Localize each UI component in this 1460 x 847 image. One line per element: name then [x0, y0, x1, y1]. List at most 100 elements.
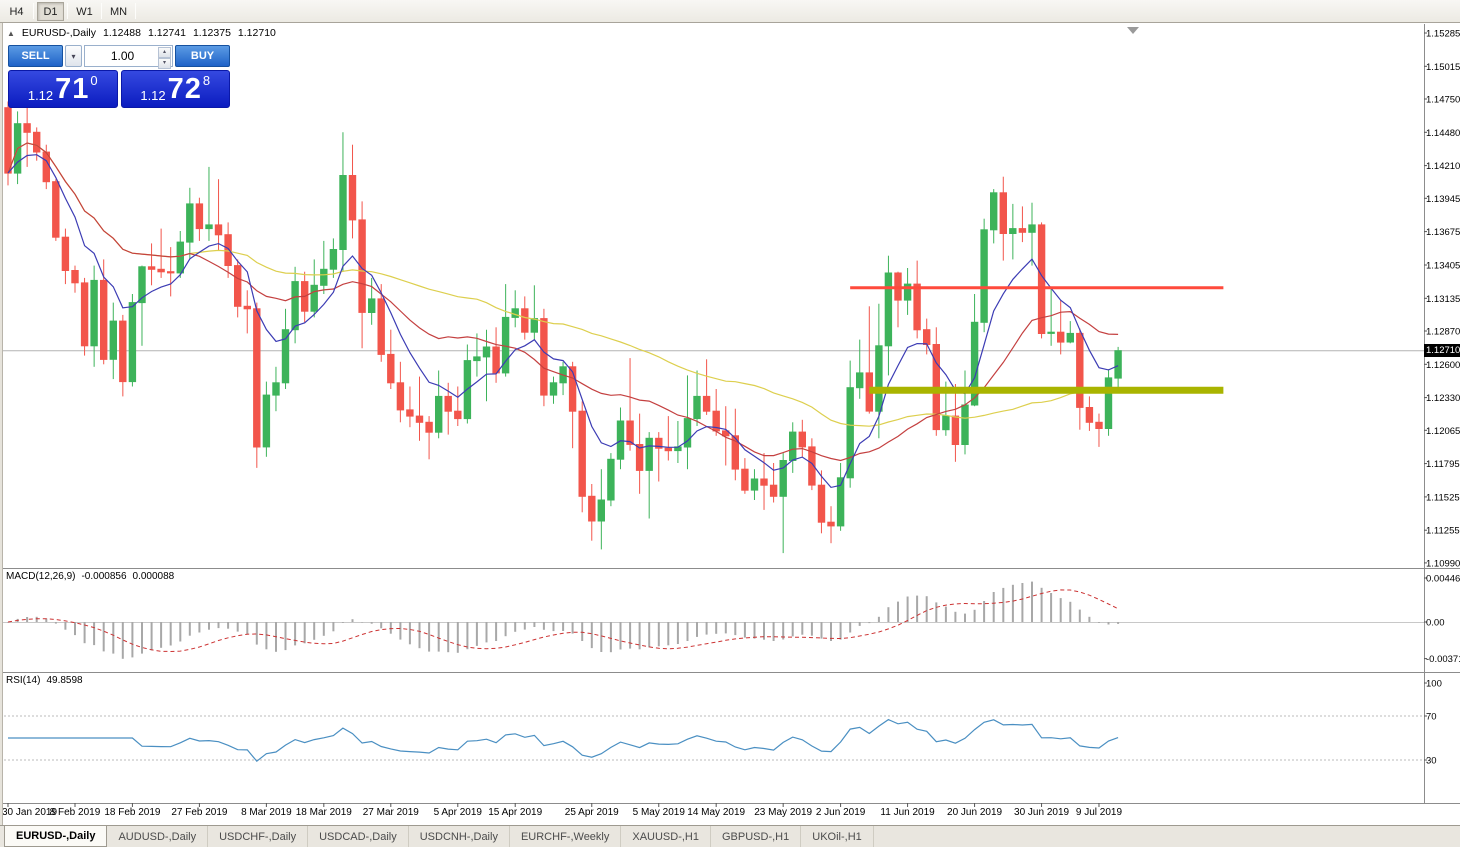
rsi-line [8, 718, 1119, 763]
one-click-trading-panel: SELL ▾ 1.00 ▴ ▾ BUY 1.12 71 0 1.12 72 8 [8, 45, 230, 108]
date-axis-label: 5 Apr 2019 [434, 807, 483, 818]
chart-tab-usdchf-daily[interactable]: USDCHF-,Daily [208, 826, 309, 847]
ma-mid-line [7, 142, 1119, 462]
sell-price-pip: 0 [90, 73, 98, 88]
bottom-tab-bar: EURUSD-,Daily AUDUSD-,Daily USDCHF-,Daily U… [0, 825, 1460, 847]
current-price-tag: 1.12710 [1424, 344, 1460, 358]
date-axis-label: 5 May 2019 [633, 807, 686, 818]
toolbar-separator [135, 3, 136, 19]
price-axis-label: 1.15285 [1426, 29, 1460, 40]
chart-header: ▲ EURUSD-,Daily 1.12488 1.12741 1.12375 … [7, 27, 276, 39]
sell-price-prefix: 1.12 [27, 88, 54, 103]
date-axis-label: 8 Feb 2019 [50, 807, 101, 818]
ohlc-high: 1.12741 [147, 27, 186, 39]
date-axis-label: 23 May 2019 [754, 807, 812, 818]
date-axis-label: 8 Mar 2019 [241, 807, 292, 818]
one-click-panel-toggle-icon[interactable]: ▲ [7, 28, 15, 38]
buy-price-display[interactable]: 1.12 72 8 [120, 70, 230, 108]
date-axis-label: 25 Apr 2019 [565, 807, 619, 818]
timeframe-toolbar: H4 D1 W1 MN [0, 0, 1460, 23]
chart-tab-gbpusd-h1[interactable]: GBPUSD-,H1 [711, 826, 802, 847]
chart-shift-marker[interactable] [1127, 27, 1139, 34]
buy-button[interactable]: BUY [175, 45, 230, 67]
rsi-value: 49.8598 [46, 675, 83, 686]
macd-axis-label: -0.00371 [1426, 654, 1460, 665]
ohlc-open: 1.12488 [103, 27, 141, 39]
macd-indicator-label: MACD(12,26,9) -0.000856 0.000088 [6, 571, 174, 582]
date-axis-label: 15 Apr 2019 [488, 807, 542, 818]
volume-up-icon[interactable]: ▴ [158, 47, 171, 58]
date-axis-label: 30 Jun 2019 [1014, 807, 1069, 818]
volume-value: 1.00 [110, 49, 135, 63]
chart-tab-eurusd-daily[interactable]: EURUSD-,Daily [4, 826, 108, 847]
price-axis-label: 1.12600 [1426, 360, 1460, 371]
price-axis-label: 1.14210 [1426, 161, 1460, 172]
rsi-axis-label: 100 [1426, 679, 1442, 690]
toolbar-separator [67, 3, 68, 19]
macd-signal-line [7, 589, 1119, 653]
volume-input[interactable]: 1.00 ▴ ▾ [84, 45, 173, 69]
timeframe-button-h4[interactable]: H4 [9, 5, 24, 18]
rsi-name: RSI(14) [6, 675, 41, 686]
macd-value: -0.000856 [81, 571, 127, 582]
buy-price-main: 72 [167, 73, 202, 105]
date-axis-label: 14 May 2019 [687, 807, 745, 818]
buy-price-prefix: 1.12 [140, 88, 166, 103]
macd-histogram [7, 581, 1120, 659]
macd-axis-label: 0.004465 [1426, 574, 1460, 585]
sell-price-main: 71 [55, 73, 90, 105]
chart-tab-usdcnh-daily[interactable]: USDCNH-,Daily [409, 826, 510, 847]
price-axis-label: 1.12065 [1426, 426, 1460, 437]
price-axis-label: 1.10990 [1426, 558, 1460, 569]
price-axis-label: 1.14480 [1426, 128, 1460, 139]
price-axis-label: 1.13405 [1426, 261, 1460, 272]
window-frame-left [0, 23, 3, 825]
date-axis-label: 30 Jan 2019 [2, 807, 57, 818]
ma-slow-line [7, 142, 1119, 427]
rsi-axis-label: 70 [1426, 712, 1437, 723]
chart-tab-usdcad-daily[interactable]: USDCAD-,Daily [308, 826, 409, 847]
timeframe-button-mn[interactable]: MN [109, 5, 128, 18]
volume-dropdown-button[interactable]: ▾ [65, 45, 82, 67]
toolbar-separator [101, 3, 102, 19]
date-axis-label: 2 Jun 2019 [816, 807, 866, 818]
rsi-axis-label: 30 [1426, 756, 1437, 767]
price-axis-label: 1.12330 [1426, 393, 1460, 404]
date-axis-label: 9 Jul 2019 [1076, 807, 1123, 818]
price-axis-label: 1.15015 [1426, 62, 1460, 73]
sell-price-display[interactable]: 1.12 71 0 [8, 70, 118, 108]
date-axis-label: 27 Mar 2019 [363, 807, 420, 818]
chevron-down-icon: ▾ [71, 51, 76, 61]
date-axis-label: 11 Jun 2019 [880, 807, 935, 818]
date-axis-label: 20 Jun 2019 [947, 807, 1002, 818]
volume-down-icon[interactable]: ▾ [158, 58, 171, 69]
ohlc-low: 1.12375 [192, 27, 231, 39]
price-axis-label: 1.13675 [1426, 227, 1460, 238]
ma-fast-line [7, 154, 1119, 489]
chart-tab-ukoil-h1[interactable]: UKOil-,H1 [801, 826, 874, 847]
rsi-indicator-label: RSI(14) 49.8598 [6, 675, 83, 686]
timeframe-button-d1[interactable]: D1 [37, 1, 64, 21]
volume-spinner: ▴ ▾ [158, 47, 171, 69]
buy-price-pip: 8 [202, 73, 211, 88]
chart-symbol-title: EURUSD-,Daily [21, 27, 97, 39]
chart-tab-xauusd-h1[interactable]: XAUUSD-,H1 [621, 826, 711, 847]
timeframe-button-w1[interactable]: W1 [76, 5, 93, 18]
price-axis-label: 1.11795 [1426, 459, 1460, 470]
candles-layer [4, 101, 1122, 554]
date-axis-label: 27 Feb 2019 [171, 807, 228, 818]
macd-name: MACD(12,26,9) [6, 571, 76, 582]
price-axis-label: 1.13945 [1426, 194, 1460, 205]
chart-tab-audusd-daily[interactable]: AUDUSD-,Daily [107, 826, 209, 847]
sell-button[interactable]: SELL [8, 45, 63, 67]
date-axis-label: 18 Mar 2019 [296, 807, 353, 818]
date-axis-label: 18 Feb 2019 [104, 807, 161, 818]
price-axis-label: 1.11255 [1426, 526, 1460, 537]
price-axis-label: 1.11525 [1426, 492, 1460, 503]
macd-signal-value: 0.000088 [132, 571, 175, 582]
price-axis-label: 1.14750 [1426, 95, 1460, 106]
chart-tab-eurchf-weekly[interactable]: EURCHF-,Weekly [510, 826, 622, 847]
price-axis-label: 1.13135 [1426, 294, 1460, 305]
price-axis-label: 1.12870 [1426, 327, 1460, 338]
